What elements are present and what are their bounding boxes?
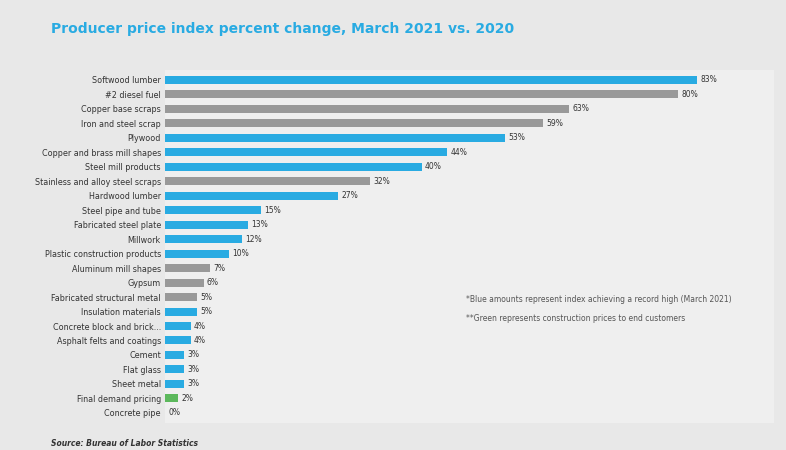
Text: 59%: 59% — [546, 119, 564, 128]
Text: 0%: 0% — [168, 408, 180, 417]
Text: 2%: 2% — [181, 394, 193, 403]
Text: 53%: 53% — [508, 133, 525, 142]
Text: 15%: 15% — [264, 206, 281, 215]
Bar — [165, 250, 230, 257]
Text: 3%: 3% — [188, 365, 200, 374]
Text: 3%: 3% — [188, 351, 200, 360]
Bar — [165, 279, 204, 287]
Bar — [165, 337, 191, 344]
Text: 4%: 4% — [194, 336, 206, 345]
Bar — [165, 293, 197, 301]
Bar — [165, 163, 421, 171]
Text: 5%: 5% — [200, 292, 212, 302]
Text: 3%: 3% — [188, 379, 200, 388]
Text: 80%: 80% — [681, 90, 698, 99]
Text: 10%: 10% — [233, 249, 249, 258]
Bar — [165, 220, 248, 229]
Text: 7%: 7% — [213, 264, 225, 273]
Bar — [165, 148, 447, 156]
Text: 63%: 63% — [572, 104, 589, 113]
Bar — [165, 192, 338, 200]
Text: 4%: 4% — [194, 321, 206, 330]
Text: 83%: 83% — [700, 76, 717, 85]
Bar — [165, 322, 191, 330]
Bar — [165, 134, 505, 142]
Text: 5%: 5% — [200, 307, 212, 316]
Text: 6%: 6% — [207, 278, 219, 287]
Text: 27%: 27% — [341, 191, 358, 200]
Bar — [165, 177, 370, 185]
Bar — [165, 206, 261, 214]
Text: **Green represents construction prices to end customers: **Green represents construction prices t… — [466, 314, 685, 323]
Text: 44%: 44% — [450, 148, 467, 157]
Bar — [165, 351, 184, 359]
Text: 12%: 12% — [245, 234, 262, 243]
Bar — [165, 76, 697, 84]
Bar — [165, 264, 210, 272]
Text: 32%: 32% — [373, 177, 390, 186]
Text: 40%: 40% — [424, 162, 442, 171]
Bar — [165, 380, 184, 388]
Bar — [165, 90, 678, 99]
Bar — [165, 235, 242, 243]
Bar — [165, 394, 178, 402]
Bar — [165, 105, 569, 113]
Bar — [165, 365, 184, 374]
Text: Producer price index percent change, March 2021 vs. 2020: Producer price index percent change, Mar… — [51, 22, 514, 36]
Bar — [165, 119, 543, 127]
Text: *Blue amounts represent index achieving a record high (March 2021): *Blue amounts represent index achieving … — [466, 296, 732, 305]
Bar — [165, 307, 197, 315]
Text: 13%: 13% — [252, 220, 268, 229]
Text: Source: Bureau of Labor Statistics: Source: Bureau of Labor Statistics — [51, 439, 198, 448]
